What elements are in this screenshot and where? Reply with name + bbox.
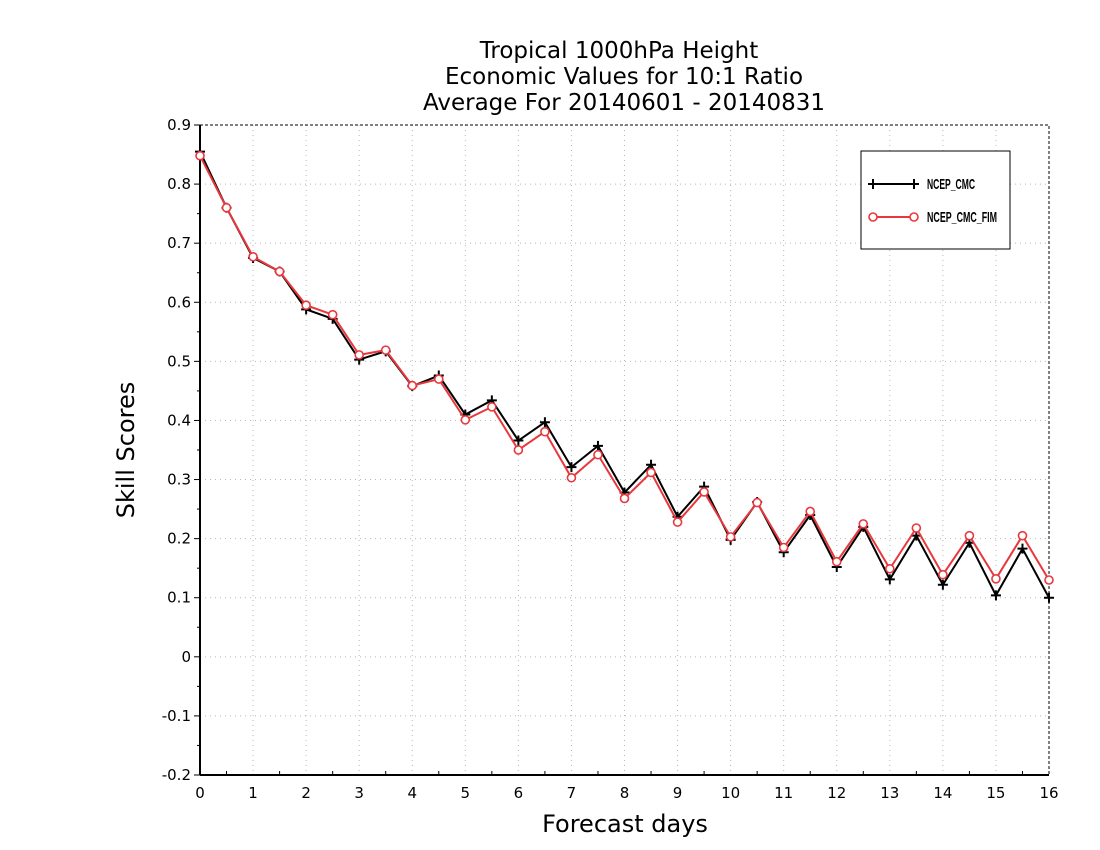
data-point xyxy=(1044,575,1054,585)
legend-box xyxy=(860,150,1011,250)
data-point xyxy=(990,590,1001,601)
axes: 0 1 2 3 4 5 6 7 8 9 10 11 12 13 14 15 16-0.2-0.100.10.20… xyxy=(162,116,1059,802)
x-tick-label: 10 xyxy=(721,784,740,802)
y-tick-label: -0.1 xyxy=(162,707,191,725)
y-tick-label: 0.3 xyxy=(167,471,191,489)
data-point xyxy=(964,530,975,541)
data-point xyxy=(646,467,656,478)
data-point xyxy=(248,251,258,262)
data-point xyxy=(1017,530,1028,541)
y-tick-label: 0.9 xyxy=(167,116,191,134)
data-point xyxy=(752,497,762,508)
legend-marker xyxy=(868,179,878,189)
data-point xyxy=(911,523,922,533)
y-tick-label: -0.2 xyxy=(162,766,191,784)
x-tick-label: 7 xyxy=(567,784,577,802)
data-point xyxy=(460,415,471,425)
x-tick-label: 13 xyxy=(880,784,899,802)
data-point xyxy=(540,426,550,437)
x-tick-label: 0 xyxy=(195,784,205,802)
x-tick-label: 5 xyxy=(461,784,471,802)
x-tick-label: 16 xyxy=(1039,784,1058,802)
legend-label: NCEP_CMC xyxy=(927,176,975,193)
y-tick-label: 0 xyxy=(181,648,191,666)
data-point xyxy=(725,532,736,542)
data-point xyxy=(195,150,205,161)
data-point xyxy=(592,440,603,451)
y-tick-label: 0.2 xyxy=(167,530,191,548)
data-point xyxy=(619,493,630,504)
x-tick-label: 1 xyxy=(248,784,258,802)
data-point xyxy=(884,574,895,585)
data-point xyxy=(991,574,1001,584)
legend-marker xyxy=(909,179,919,189)
x-tick-label: 12 xyxy=(827,784,846,802)
data-point xyxy=(380,345,391,355)
title-line-3: Average For 20140601 - 20140831 xyxy=(423,90,825,116)
data-point xyxy=(566,472,577,483)
x-tick-label: 2 xyxy=(301,784,311,802)
x-tick-label: 8 xyxy=(620,784,630,802)
data-point xyxy=(327,309,338,320)
y-tick-label: 0.8 xyxy=(167,175,191,193)
x-tick-label: 6 xyxy=(514,784,524,802)
data-point xyxy=(699,487,709,497)
y-tick-label: 0.6 xyxy=(167,293,191,311)
data-point xyxy=(938,569,948,580)
y-tick-label: 0.4 xyxy=(167,411,191,429)
data-point xyxy=(566,462,577,473)
x-tick-label: 15 xyxy=(986,784,1005,802)
data-point xyxy=(407,380,418,391)
data-point xyxy=(487,402,497,412)
y-axis-label: Skill Scores xyxy=(112,382,140,519)
y-tick-label: 0.5 xyxy=(167,352,191,370)
data-point xyxy=(885,563,895,574)
data-point xyxy=(805,506,816,517)
y-tick-label: 0.1 xyxy=(167,589,191,607)
data-point xyxy=(1017,543,1028,554)
legend: NCEP_CMC NCEP_CMC_FIM xyxy=(860,150,1011,250)
data-point xyxy=(778,542,789,553)
data-point xyxy=(513,435,524,446)
data-point xyxy=(1044,592,1054,603)
data-point xyxy=(221,202,232,213)
series xyxy=(195,146,1054,603)
x-tick-label: 3 xyxy=(354,784,364,802)
x-tick-label: 11 xyxy=(774,784,793,802)
data-point xyxy=(433,374,444,384)
data-point xyxy=(539,417,550,428)
x-tick-label: 4 xyxy=(407,784,417,802)
data-point xyxy=(513,445,524,455)
y-tick-label: 0.7 xyxy=(167,234,191,252)
x-tick-label: 14 xyxy=(933,784,952,802)
legend-marker xyxy=(909,212,919,222)
data-point xyxy=(274,266,285,277)
legend-marker xyxy=(868,212,878,222)
data-point xyxy=(301,300,311,311)
x-axis-label: Forecast days xyxy=(542,810,708,838)
data-point xyxy=(858,519,869,529)
data-point xyxy=(672,517,683,527)
legend-label: NCEP_CMC_FIM xyxy=(927,209,997,226)
data-point xyxy=(354,350,364,360)
data-point xyxy=(937,579,948,590)
chart-title: Tropical 1000hPa Height Economic Values … xyxy=(423,38,825,116)
x-tick-label: 9 xyxy=(673,784,683,802)
data-point xyxy=(831,556,842,567)
title-line-1: Tropical 1000hPa Height xyxy=(479,38,759,64)
data-point xyxy=(593,449,603,460)
title-line-2: Economic Values for 10:1 Ratio xyxy=(445,64,803,90)
